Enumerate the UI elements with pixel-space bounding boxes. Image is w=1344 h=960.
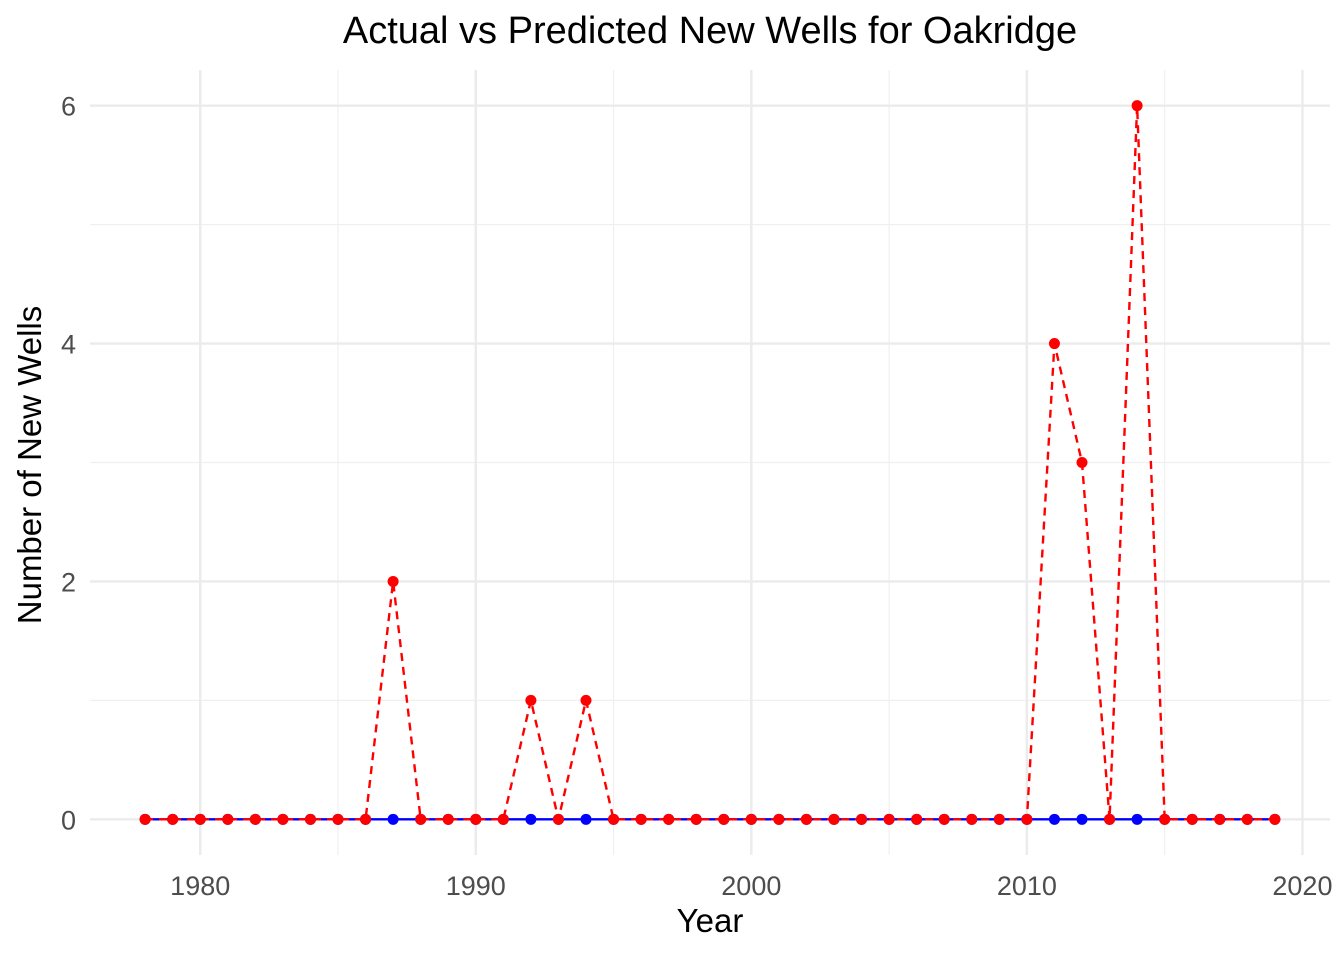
series-point-2 bbox=[360, 813, 372, 825]
x-axis-label: Year bbox=[676, 902, 744, 939]
y-tick-label: 2 bbox=[61, 567, 76, 597]
y-tick-label: 4 bbox=[61, 330, 76, 360]
series-point-2 bbox=[167, 813, 179, 825]
series-point-2 bbox=[1131, 100, 1143, 112]
series-point-2 bbox=[525, 694, 537, 706]
series-point-2 bbox=[1186, 813, 1198, 825]
x-tick-label: 2020 bbox=[1272, 871, 1332, 901]
series-point-2 bbox=[332, 813, 344, 825]
series-point-2 bbox=[690, 813, 702, 825]
x-tick-label: 1980 bbox=[170, 871, 230, 901]
series-point-2 bbox=[249, 813, 261, 825]
y-tick-label: 6 bbox=[61, 92, 76, 122]
series-point-1 bbox=[580, 813, 592, 825]
series-point-1 bbox=[1048, 813, 1060, 825]
x-tick-label: 1990 bbox=[446, 871, 506, 901]
series-point-2 bbox=[938, 813, 950, 825]
series-point-2 bbox=[745, 813, 757, 825]
x-tick-label: 2000 bbox=[721, 871, 781, 901]
series-point-2 bbox=[635, 813, 647, 825]
series-point-2 bbox=[1104, 813, 1116, 825]
series-point-2 bbox=[277, 813, 289, 825]
series-point-2 bbox=[387, 575, 399, 587]
series-point-2 bbox=[856, 813, 868, 825]
series-point-2 bbox=[442, 813, 454, 825]
series-point-2 bbox=[415, 813, 427, 825]
series-point-1 bbox=[387, 813, 399, 825]
series-point-2 bbox=[828, 813, 840, 825]
series-point-2 bbox=[222, 813, 234, 825]
series-point-1 bbox=[1131, 813, 1143, 825]
x-tick-label: 2010 bbox=[997, 871, 1057, 901]
series-point-2 bbox=[1214, 813, 1226, 825]
series-point-2 bbox=[497, 813, 509, 825]
series-point-2 bbox=[470, 813, 482, 825]
series-point-2 bbox=[139, 813, 151, 825]
series-point-2 bbox=[1159, 813, 1171, 825]
series-point-1 bbox=[1076, 813, 1088, 825]
series-point-2 bbox=[608, 813, 620, 825]
series-point-1 bbox=[525, 813, 537, 825]
series-point-2 bbox=[663, 813, 675, 825]
series-point-2 bbox=[1241, 813, 1253, 825]
series-point-2 bbox=[993, 813, 1005, 825]
series-point-2 bbox=[1048, 338, 1060, 350]
series-point-2 bbox=[304, 813, 316, 825]
chart-title: Actual vs Predicted New Wells for Oakrid… bbox=[342, 10, 1078, 52]
series-point-2 bbox=[883, 813, 895, 825]
series-point-2 bbox=[552, 813, 564, 825]
series-point-2 bbox=[1076, 457, 1088, 468]
series-point-2 bbox=[1269, 813, 1281, 825]
series-point-2 bbox=[773, 813, 785, 825]
y-tick-label: 0 bbox=[61, 805, 76, 835]
series-point-2 bbox=[966, 813, 978, 825]
series-point-2 bbox=[800, 813, 812, 825]
series-point-2 bbox=[911, 813, 923, 825]
series-point-2 bbox=[1021, 813, 1033, 825]
series-point-2 bbox=[580, 694, 592, 706]
series-point-2 bbox=[718, 813, 730, 825]
series-point-2 bbox=[194, 813, 206, 825]
